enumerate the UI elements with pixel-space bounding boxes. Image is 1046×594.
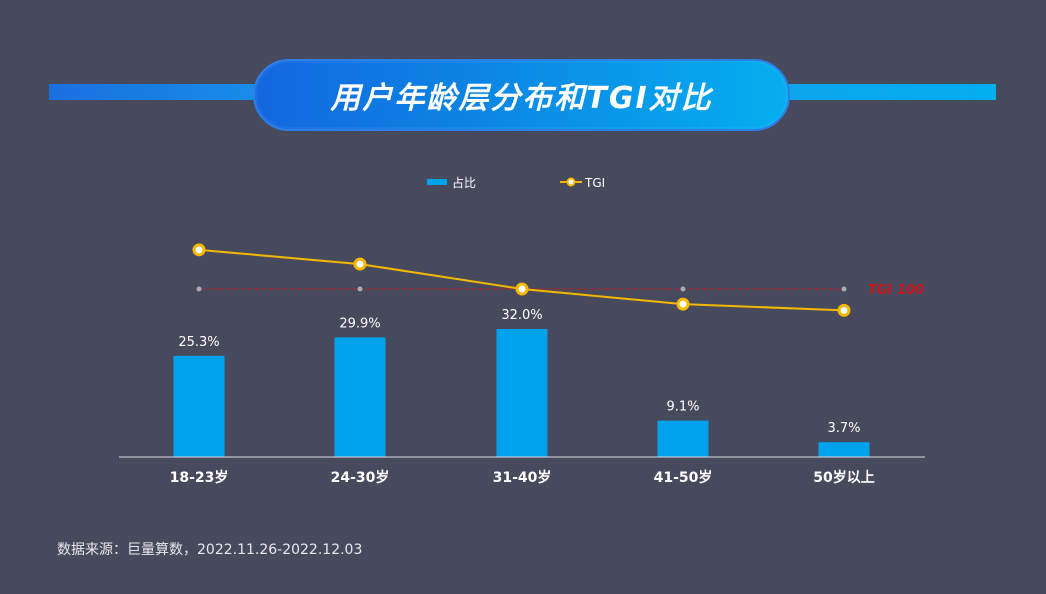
x-tick-label: 41-50岁 — [654, 469, 713, 486]
reference-line-point — [196, 286, 202, 292]
chart-title: 用户年龄层分布和TGI对比 — [330, 81, 713, 116]
legend-label-bar: 占比 — [452, 175, 476, 190]
x-tick-label: 50岁以上 — [813, 469, 874, 486]
title-banner-left-bar — [49, 84, 280, 100]
tgi-line — [198, 248, 845, 312]
tgi-point — [353, 257, 367, 271]
bar-value-label: 9.1% — [666, 400, 699, 415]
tgi-point — [515, 282, 529, 296]
bar — [657, 420, 709, 457]
bar — [818, 442, 870, 457]
reference-line-label: TGI 100 — [868, 283, 924, 298]
bar — [173, 355, 225, 457]
reference-line-point — [357, 286, 363, 292]
x-tick-label: 18-23岁 — [170, 469, 229, 486]
title-banner: 用户年龄层分布和TGI对比 — [253, 59, 790, 131]
tgi-point — [676, 297, 690, 311]
x-tick-label: 31-40岁 — [493, 469, 552, 486]
bar — [334, 337, 386, 457]
x-tick-label: 24-30岁 — [331, 469, 390, 486]
tgi-point — [837, 303, 851, 317]
bar-value-label: 3.7% — [827, 421, 860, 436]
title-banner-right-bar — [770, 84, 996, 100]
legend-label-line: TGI — [584, 176, 605, 190]
bar-value-label: 29.9% — [339, 316, 380, 331]
bar — [496, 329, 548, 457]
bar-value-label: 32.0% — [501, 308, 542, 323]
tgi-point — [192, 243, 206, 257]
legend-marker-line — [566, 177, 576, 187]
reference-line-point — [680, 286, 686, 292]
legend-swatch-bar — [427, 179, 447, 185]
bar-value-label: 25.3% — [178, 335, 219, 350]
reference-line-point — [841, 286, 847, 292]
data-source-note: 数据来源：巨量算数，2022.11.26-2022.12.03 — [57, 542, 363, 558]
